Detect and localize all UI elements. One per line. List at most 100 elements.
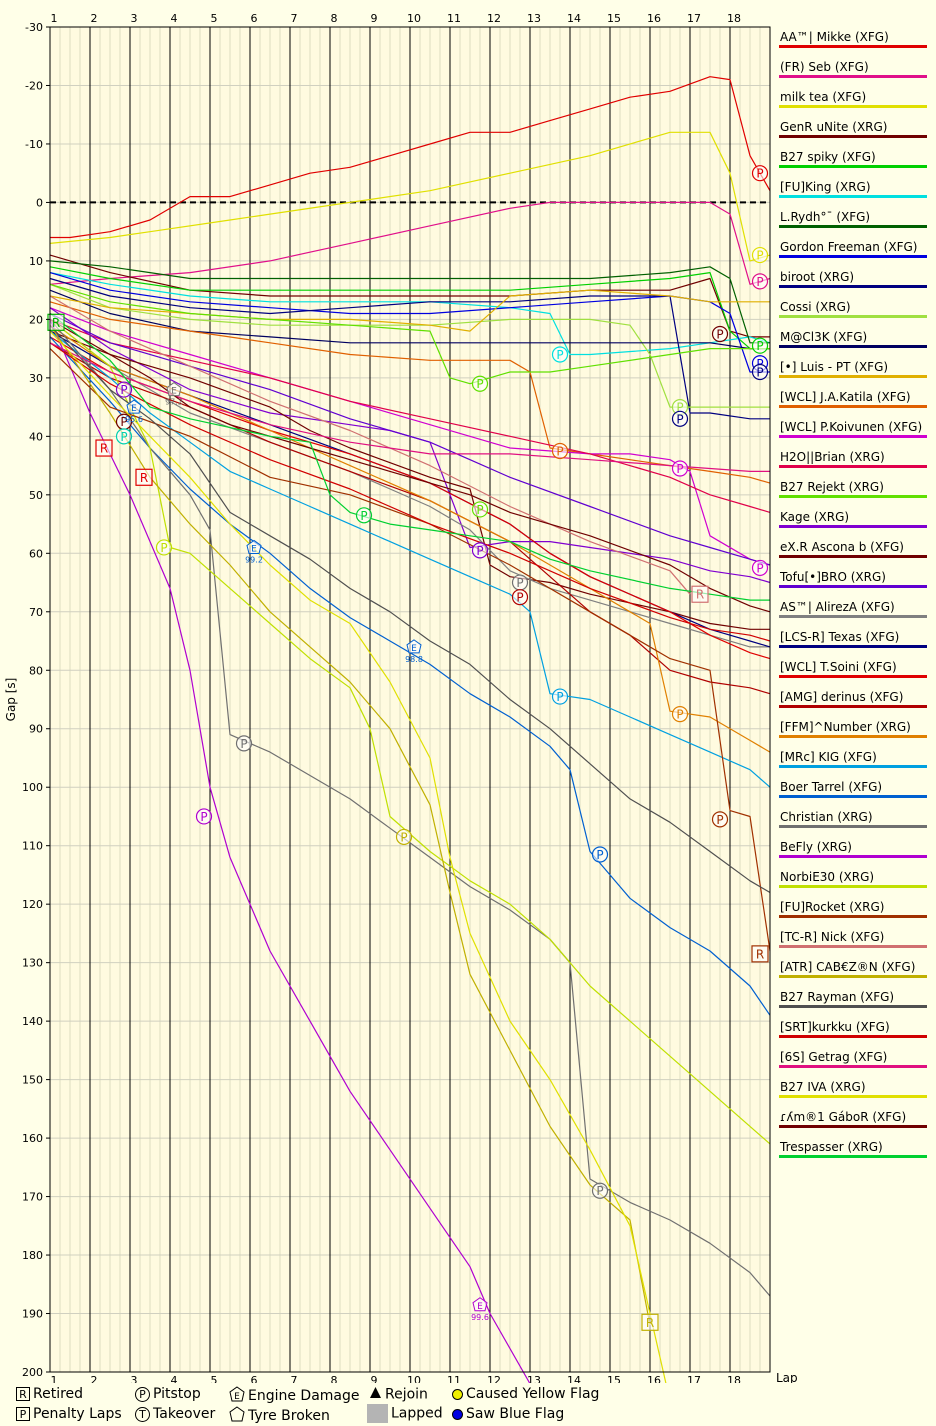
x-tick-label-bottom: 14 — [567, 1374, 581, 1383]
event-marker-label: P — [756, 561, 763, 575]
event-marker-19: P — [511, 589, 529, 606]
legend-retired: R Retired — [16, 1386, 83, 1402]
series-line-35 — [49, 342, 770, 472]
series-line-1 — [50, 76, 771, 239]
series-line-9 — [49, 277, 770, 420]
retired-marker — [751, 945, 769, 963]
driver-name: Kage (XRG) — [780, 510, 850, 524]
y-tick-label: -30 — [25, 21, 43, 34]
event-marker-label: P — [556, 348, 563, 362]
event-marker-label: E — [131, 404, 137, 414]
event-marker-28: P — [671, 706, 689, 723]
engine-damage-marker — [126, 399, 142, 414]
event-marker-6: R — [641, 1313, 659, 1331]
driver-name: [FU]King (XRG) — [780, 180, 871, 194]
event-marker-label: E — [251, 544, 257, 554]
event-marker-label: R — [140, 471, 148, 485]
driver-color-swatch — [779, 795, 927, 798]
svg-text:E: E — [234, 1392, 240, 1402]
driver-name: [•] Luis - PT (XFG) — [780, 360, 889, 374]
pitstop-icon: P — [135, 1386, 150, 1402]
driver-name: [WCL] P.Koivunen (XFG) — [780, 420, 923, 434]
driver-color-swatch — [779, 825, 927, 828]
pitstop-marker — [711, 811, 729, 828]
pitstop-marker — [671, 460, 689, 477]
series-line-30 — [49, 348, 771, 952]
series-lines — [49, 76, 771, 1383]
x-tick-label-top: 1 — [51, 12, 58, 25]
driver-legend-item: L.Rydh°¯ (XFG) — [779, 208, 927, 238]
event-marker-36: P — [751, 363, 769, 381]
event-marker-29: P — [711, 325, 729, 343]
series-line-38 — [49, 313, 770, 601]
pitstop-marker — [471, 542, 489, 559]
event-marker-label: P — [756, 339, 763, 353]
event-marker-label: R — [696, 588, 704, 602]
lapped-icon — [367, 1404, 388, 1423]
series-line-37 — [49, 318, 771, 613]
series-line-2 — [49, 201, 771, 285]
event-marker-label: P — [676, 412, 683, 426]
driver-color-swatch — [779, 255, 927, 258]
driver-name: (FR) Seb (XFG) — [780, 60, 869, 74]
event-marker-label: E — [411, 644, 417, 654]
driver-name: Trespasser (XRG) — [780, 1140, 883, 1154]
x-tick-label-top: 10 — [407, 12, 421, 25]
pitstop-marker — [195, 808, 213, 825]
event-marker-27: P — [671, 460, 689, 477]
event-marker-label: P — [160, 541, 167, 555]
driver-color-swatch — [779, 555, 927, 558]
y-axis-label: Gap [s] — [4, 678, 18, 722]
legend-engine-damage: E Engine Damage — [229, 1386, 360, 1406]
driver-color-swatch — [779, 885, 927, 888]
event-marker-label: P — [756, 366, 763, 380]
driver-legend-item: H2O||Brian (XRG) — [779, 448, 927, 478]
driver-legend-item: [FU]King (XRG) — [779, 178, 927, 208]
event-marker-label: P — [756, 275, 763, 289]
chart-axes: -30-20-100102030405060708090100110120130… — [4, 12, 798, 1383]
event-marker-13: P — [355, 507, 373, 524]
driver-legend-item: [MRc] KIG (XFG) — [779, 748, 927, 778]
driver-legend-item: Christian (XRG) — [779, 808, 927, 838]
driver-legend-item: milk tea (XFG) — [779, 88, 927, 118]
driver-name: BeFly (XRG) — [780, 840, 852, 854]
y-tick-label: 60 — [29, 547, 43, 560]
driver-legend-item: [•] Luis - PT (XFG) — [779, 358, 927, 388]
event-marker-10: P — [155, 539, 173, 556]
driver-legend-item: GenR uNite (XRG) — [779, 118, 927, 148]
driver-color-swatch — [779, 945, 927, 948]
pitstop-marker — [395, 828, 413, 846]
driver-legend-item: (FR) Seb (XFG) — [779, 58, 927, 88]
x-tick-label-bottom: 17 — [687, 1374, 701, 1383]
y-tick-label: 0 — [36, 196, 43, 209]
driver-name: biroot (XRG) — [780, 270, 855, 284]
x-tick-label-bottom: 16 — [647, 1374, 661, 1383]
pitstop-marker — [671, 706, 689, 723]
driver-color-swatch — [779, 375, 927, 378]
pitstop-marker — [235, 735, 253, 752]
x-tick-label-bottom: 10 — [407, 1374, 421, 1383]
event-marker-label: P — [120, 383, 127, 397]
pitstop-marker — [751, 246, 769, 264]
series-line-29 — [49, 318, 771, 1145]
legend-caused-yellow-flag: Caused Yellow Flag — [452, 1386, 599, 1402]
x-tick-label-top: 5 — [211, 12, 218, 25]
series-line-36 — [49, 330, 667, 1383]
blue-flag-icon — [452, 1408, 463, 1420]
driver-color-swatch — [779, 45, 927, 48]
driver-legend-item: NorbiE30 (XRG) — [779, 868, 927, 898]
event-marker-11: P — [195, 808, 213, 825]
driver-name: H2O||Brian (XRG) — [780, 450, 885, 464]
x-tick-label-top: 14 — [567, 12, 581, 25]
legend-saw-blue-flag-label: Saw Blue Flag — [466, 1406, 565, 1422]
tyre-broken-icon — [229, 1406, 245, 1426]
x-tick-label-top: 16 — [647, 12, 661, 25]
driver-legend-item: [WCL] J.A.Katila (XFG) — [779, 388, 927, 418]
driver-color-swatch — [779, 105, 927, 108]
x-tick-label-top: 2 — [91, 12, 98, 25]
event-markers: RRRRRRPPPPPPPPPPPPPPPPPPPPPPPPPPPPPPPE95… — [47, 165, 769, 1331]
legend-tyre-broken-label: Tyre Broken — [248, 1408, 330, 1424]
event-marker-label: R — [646, 1316, 654, 1330]
y-tick-label: 130 — [22, 957, 43, 970]
event-marker-label: E — [171, 387, 177, 397]
